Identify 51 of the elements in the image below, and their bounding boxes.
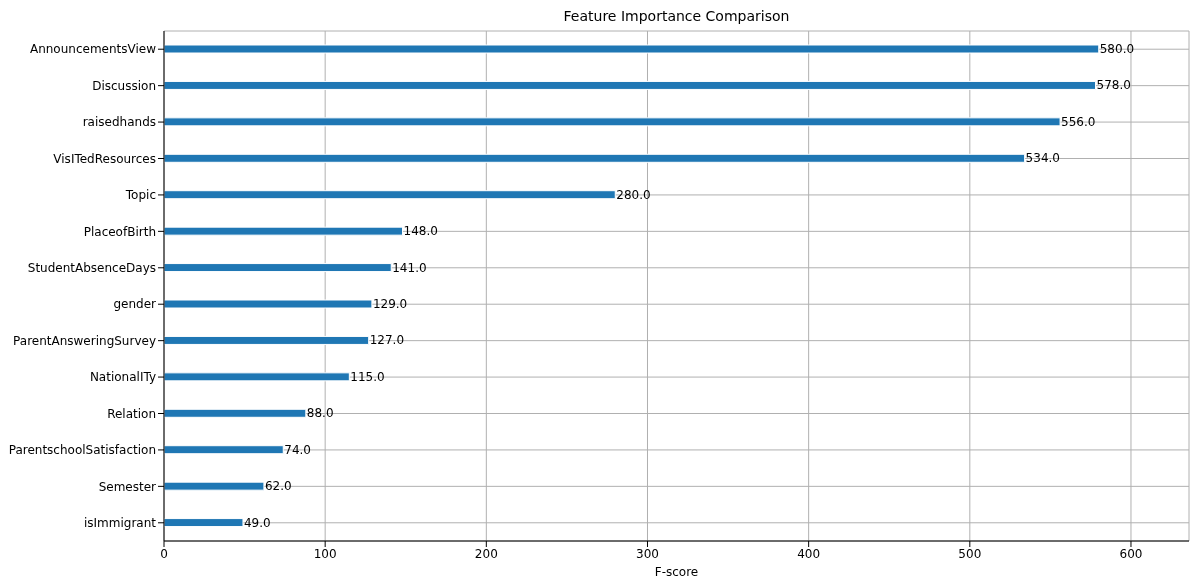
data-label: 280.0	[616, 187, 651, 202]
bar	[164, 153, 1026, 163]
x-tick-label: 400	[797, 546, 821, 561]
y-tick-label: ParentschoolSatisfaction	[8, 443, 156, 458]
y-tick-label: gender	[113, 297, 157, 312]
data-label: 88.0	[306, 406, 334, 421]
bar	[164, 518, 244, 528]
bar	[164, 408, 307, 418]
x-tick-label: 500	[958, 546, 982, 561]
chart-title: Feature Importance Comparison	[562, 8, 791, 24]
bar	[164, 226, 404, 236]
bar	[164, 335, 370, 345]
y-tick-label: ParentAnsweringSurvey	[13, 333, 156, 348]
y-tick-label: raisedhands	[82, 115, 156, 130]
bar	[164, 80, 1097, 90]
y-tick-label: StudentAbsenceDays	[27, 261, 156, 276]
x-tick-label: 200	[474, 546, 498, 561]
data-label: 49.0	[243, 515, 271, 530]
data-label: 578.0	[1096, 78, 1131, 93]
bar	[164, 117, 1061, 127]
data-label: 127.0	[369, 333, 405, 348]
data-label: 556.0	[1061, 114, 1096, 129]
bar	[164, 481, 265, 491]
bar	[164, 445, 284, 455]
bar	[164, 372, 350, 382]
data-label: 141.0	[392, 260, 427, 275]
y-tick-label: Semester	[98, 479, 157, 494]
y-tick-label: VisITedResources	[53, 151, 156, 166]
y-tick-label: isImmigrant	[83, 516, 157, 531]
x-tick-label: 600	[1119, 546, 1143, 561]
bar	[164, 299, 373, 309]
data-label: 534.0	[1025, 151, 1060, 166]
y-tick-label: AnnouncementsView	[29, 42, 157, 57]
x-tick-label: 300	[636, 546, 659, 561]
x-tick-label: 100	[313, 546, 337, 561]
data-label: 580.0	[1099, 42, 1135, 56]
data-label: 74.0	[284, 442, 311, 457]
bar	[164, 190, 616, 200]
y-tick-label: Topic	[124, 188, 156, 203]
data-label: 129.0	[372, 297, 408, 311]
x-tick-label: 0	[160, 546, 168, 561]
data-label: 62.0	[264, 479, 292, 494]
bar	[164, 263, 392, 273]
y-tick-label: PlaceofBirth	[83, 224, 156, 239]
data-label: 148.0	[403, 224, 438, 239]
y-tick-label: NationalITy	[89, 370, 156, 385]
x-axis-title: F-score	[654, 565, 699, 576]
data-label: 115.0	[350, 369, 385, 384]
y-tick-label: Discussion	[92, 78, 156, 93]
bar	[164, 44, 1100, 54]
y-tick-label: Relation	[107, 406, 156, 421]
